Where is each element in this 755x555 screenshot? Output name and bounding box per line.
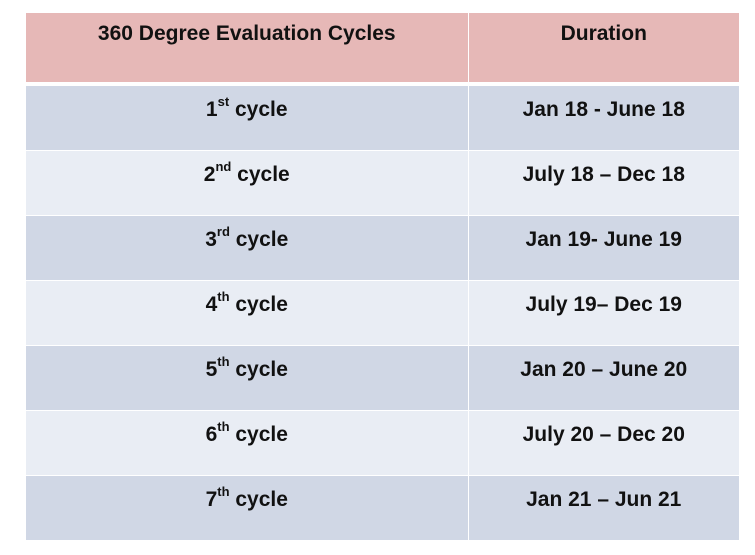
header-duration: Duration: [468, 13, 739, 86]
cycle-cell: 1st cycle: [26, 84, 469, 151]
duration-cell: July 19– Dec 19: [468, 280, 739, 346]
evaluation-cycles-table-container: 360 Degree Evaluation Cycles Duration 1s…: [26, 13, 739, 541]
duration-cell: Jan 18 - June 18: [468, 84, 739, 151]
table-header: 360 Degree Evaluation Cycles Duration: [26, 13, 739, 86]
cycle-number: 5: [205, 358, 218, 381]
cycle-cell: 5th cycle: [26, 345, 469, 411]
table-row: 7th cycle Jan 21 – Jun 21: [26, 475, 739, 541]
cycle-number: 7: [205, 488, 218, 511]
table-row: 5th cycle Jan 20 – June 20: [26, 345, 739, 411]
table-row: 1st cycle Jan 18 - June 18: [26, 84, 739, 151]
cycle-cell: 6th cycle: [26, 410, 469, 476]
duration-cell: Jan 21 – Jun 21: [468, 475, 739, 541]
cycle-ordinal-suffix: th: [217, 354, 230, 369]
cycle-number: 6: [205, 423, 218, 446]
cycle-cell: 4th cycle: [26, 280, 469, 346]
cycle-number: 4: [205, 293, 218, 316]
cycle-cell: 3rd cycle: [26, 215, 469, 281]
cycle-cell: 2nd cycle: [26, 150, 469, 216]
cycle-word: cycle: [229, 293, 288, 316]
table-row: 3rd cycle Jan 19- June 19: [26, 215, 739, 281]
cycle-word: cycle: [229, 98, 288, 121]
cycle-cell: 7th cycle: [26, 475, 469, 541]
duration-cell: Jan 20 – June 20: [468, 345, 739, 411]
cycle-number: 3: [205, 228, 217, 251]
table-body: 1st cycle Jan 18 - June 18 2nd cycle Jul…: [26, 84, 739, 541]
duration-cell: July 20 – Dec 20: [468, 410, 739, 476]
cycle-word: cycle: [229, 358, 288, 381]
header-cycles: 360 Degree Evaluation Cycles: [26, 13, 469, 86]
cycle-ordinal-suffix: rd: [216, 224, 230, 239]
cycle-word: cycle: [229, 228, 289, 251]
cycle-ordinal-suffix: th: [217, 289, 230, 304]
cycle-word: cycle: [231, 163, 290, 186]
cycle-number: 2: [203, 163, 216, 186]
cycle-ordinal-suffix: th: [217, 484, 230, 499]
cycle-ordinal-suffix: st: [217, 94, 230, 109]
cycle-ordinal-suffix: th: [217, 419, 230, 434]
header-row: 360 Degree Evaluation Cycles Duration: [26, 13, 739, 86]
cycle-ordinal-suffix: nd: [215, 159, 232, 174]
table-row: 4th cycle July 19– Dec 19: [26, 280, 739, 346]
duration-cell: July 18 – Dec 18: [468, 150, 739, 216]
table-row: 2nd cycle July 18 – Dec 18: [26, 150, 739, 216]
cycle-number: 1: [205, 98, 218, 121]
cycle-word: cycle: [229, 488, 288, 511]
table-row: 6th cycle July 20 – Dec 20: [26, 410, 739, 476]
cycle-word: cycle: [229, 423, 288, 446]
duration-cell: Jan 19- June 19: [468, 215, 739, 281]
evaluation-cycles-table: 360 Degree Evaluation Cycles Duration 1s…: [26, 13, 739, 541]
